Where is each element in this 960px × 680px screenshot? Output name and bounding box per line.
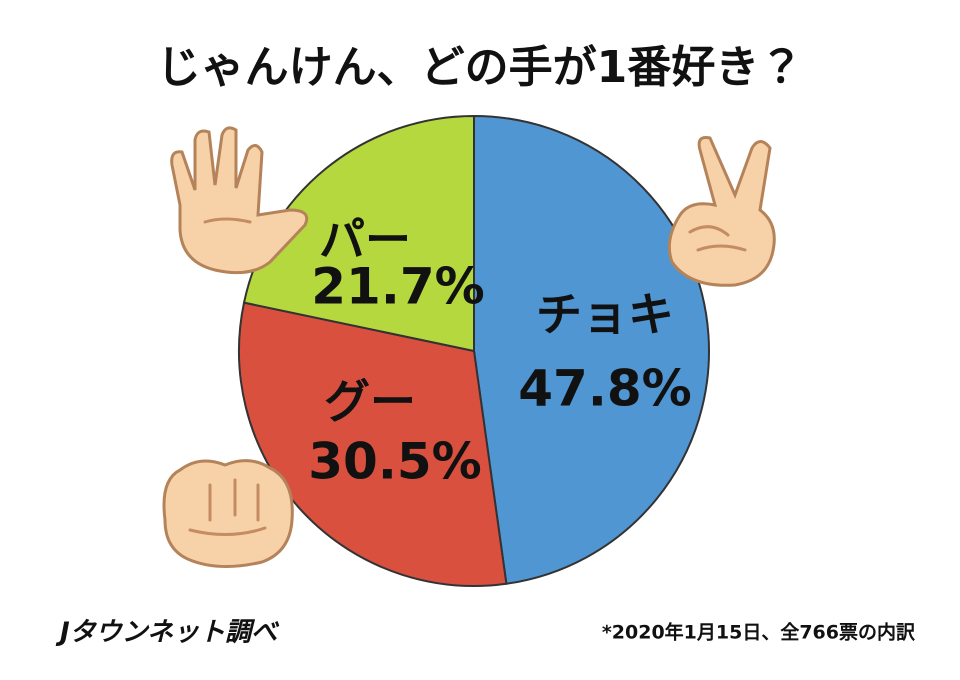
slice-label: パー xyxy=(319,213,411,267)
chart-title: じゃんけん、どの手が1番好き？ xyxy=(157,42,804,93)
pie-slice xyxy=(473,114,710,585)
slice-value-label: 21.7% xyxy=(311,258,484,316)
hand-rock-icon xyxy=(162,459,294,569)
source: Jタウンネット調べ xyxy=(55,618,280,648)
slice-value-label: 30.5% xyxy=(308,433,481,491)
pie xyxy=(238,114,710,587)
hand-paper-icon xyxy=(170,126,309,275)
footnote: *2020年1月15日、全766票の内訳 xyxy=(602,621,915,644)
pie-slice xyxy=(238,301,508,587)
hand-scissors-icon xyxy=(667,136,776,287)
slice-label: グー xyxy=(324,375,416,429)
slice-label: チョキ xyxy=(536,288,674,342)
slice-value-label: 47.8% xyxy=(518,360,691,418)
